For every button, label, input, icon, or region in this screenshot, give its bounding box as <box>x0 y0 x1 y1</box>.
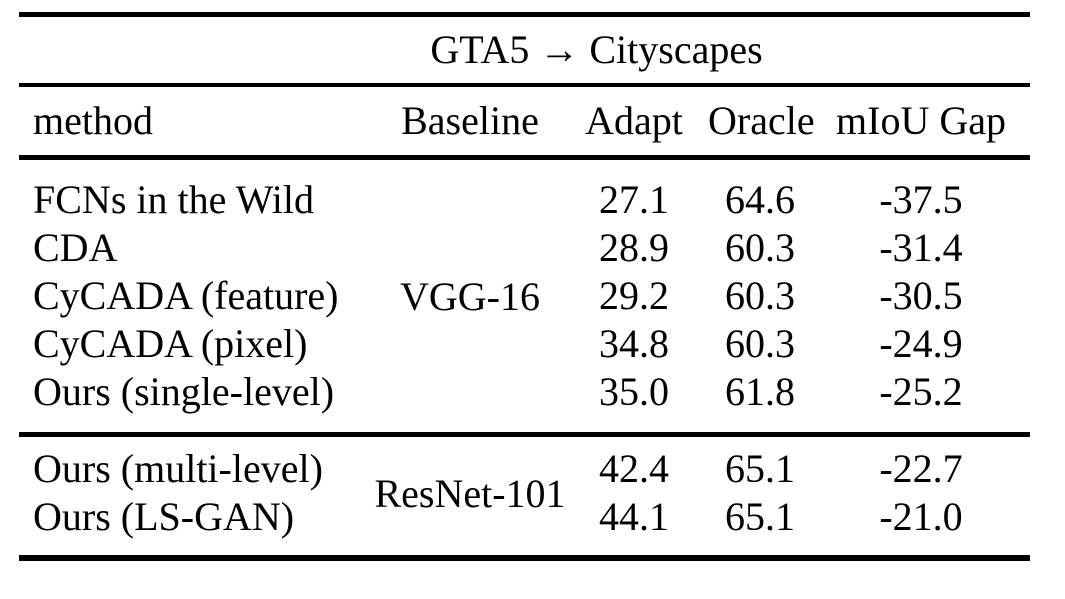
column-header-oracle: Oracle <box>708 98 815 143</box>
adapt-value: 35.0 <box>599 369 669 414</box>
column-header-miou-gap: mIoU Gap <box>836 98 1006 143</box>
results-table: GTA5 → Cityscapes method Baseline Adapt … <box>19 12 1030 561</box>
miou-gap-value: -22.7 <box>879 446 963 491</box>
miou-gap-value: -30.5 <box>879 273 963 318</box>
table-header-row: method Baseline Adapt Oracle mIoU Gap <box>19 87 1030 160</box>
adapt-value: 34.8 <box>599 321 669 366</box>
oracle-value: 65.1 <box>725 494 795 539</box>
miou-gap-value: -24.9 <box>879 321 963 366</box>
paper-table-page: { "table": { "title": "GTA5 → Cityscapes… <box>0 12 1065 599</box>
adapt-value: 28.9 <box>599 225 669 270</box>
method-cell: CyCADA (pixel) <box>33 321 308 366</box>
oracle-value: 60.3 <box>725 273 795 318</box>
oracle-value: 60.3 <box>725 321 795 366</box>
miou-gap-value: -21.0 <box>879 494 963 539</box>
adapt-value: 44.1 <box>599 494 669 539</box>
oracle-value: 64.6 <box>725 177 795 222</box>
method-cell: CyCADA (feature) <box>33 273 339 318</box>
miou-gap-value: -25.2 <box>879 369 963 414</box>
table-group-vgg16: FCNs in the Wild VGG-16 27.1 64.6 -37.5 … <box>19 160 1030 432</box>
method-cell: Ours (LS-GAN) <box>33 494 295 539</box>
baseline-cell: VGG-16 <box>400 273 540 319</box>
baseline-cell: ResNet-101 <box>374 470 566 516</box>
table-title: GTA5 → Cityscapes <box>430 27 763 72</box>
method-cell: Ours (multi-level) <box>33 446 323 491</box>
table-title-row: GTA5 → Cityscapes <box>19 17 1030 87</box>
method-cell: FCNs in the Wild <box>33 177 315 222</box>
adapt-value: 27.1 <box>599 177 669 222</box>
miou-gap-value: -37.5 <box>879 177 963 222</box>
column-header-baseline: Baseline <box>401 98 539 143</box>
miou-gap-value: -31.4 <box>879 225 963 270</box>
adapt-value: 42.4 <box>599 446 669 491</box>
column-header-adapt: Adapt <box>585 98 683 143</box>
adapt-value: 29.2 <box>599 273 669 318</box>
oracle-value: 65.1 <box>725 446 795 491</box>
method-cell: CDA <box>33 225 118 270</box>
oracle-value: 60.3 <box>725 225 795 270</box>
table-group-resnet101: Ours (multi-level) ResNet-101 42.4 65.1 … <box>19 432 1030 555</box>
oracle-value: 61.8 <box>725 369 795 414</box>
column-header-method: method <box>33 98 153 143</box>
method-cell: Ours (single-level) <box>33 369 335 414</box>
